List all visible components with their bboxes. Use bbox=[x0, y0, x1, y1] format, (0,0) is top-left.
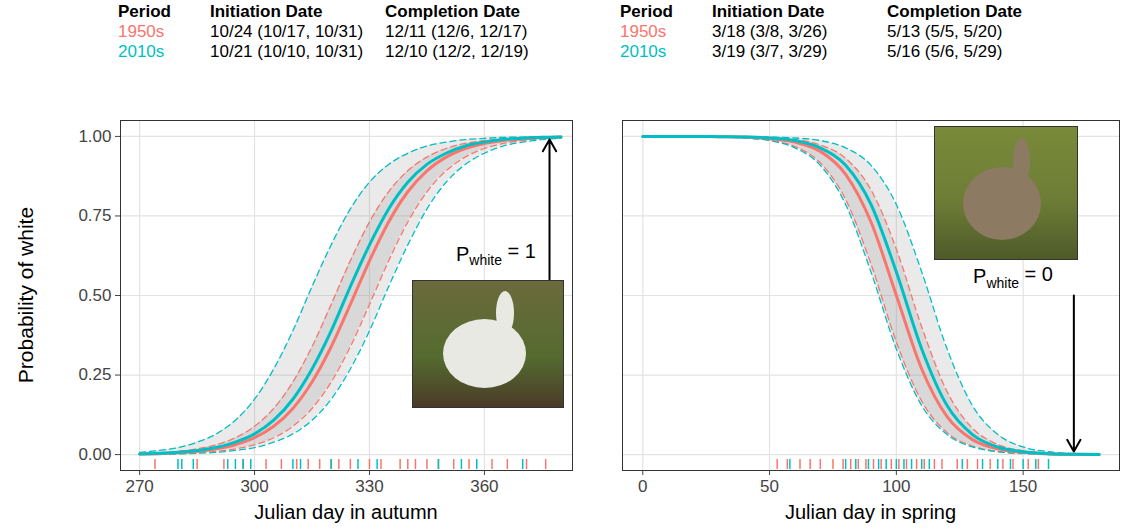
html-text:Probability of white: Probability of white bbox=[14, 206, 37, 384]
svg-text:300: 300 bbox=[240, 477, 268, 496]
svg-text:0.00: 0.00 bbox=[78, 445, 111, 464]
html-text:10/21 (10/10, 10/31): 10/21 (10/10, 10/31) bbox=[210, 42, 364, 61]
html-text:1950s: 1950s bbox=[620, 22, 667, 41]
html-text:2010s: 2010s bbox=[118, 42, 165, 61]
html-text:Completion Date: Completion Date bbox=[385, 2, 521, 21]
svg-text:270: 270 bbox=[125, 477, 153, 496]
html-text:2010s: 2010s bbox=[620, 42, 667, 61]
svg-text:0.25: 0.25 bbox=[78, 365, 111, 384]
svg-text:Pwhite = 1: Pwhite = 1 bbox=[456, 240, 536, 268]
html-text:Initiation Date: Initiation Date bbox=[712, 2, 825, 21]
html-text:Completion Date: Completion Date bbox=[887, 2, 1023, 21]
html-text:Initiation Date: Initiation Date bbox=[210, 2, 323, 21]
svg-text:100: 100 bbox=[882, 477, 910, 496]
svg-text:360: 360 bbox=[470, 477, 498, 496]
svg-text:1.00: 1.00 bbox=[78, 127, 111, 146]
svg-text:330: 330 bbox=[355, 477, 383, 496]
html-text:10/24 (10/17, 10/31): 10/24 (10/17, 10/31) bbox=[210, 22, 364, 41]
svg-text:0.50: 0.50 bbox=[78, 286, 111, 305]
svg-text:Pwhite = 0: Pwhite = 0 bbox=[973, 263, 1053, 291]
html-text:12/11 (12/6, 12/17): 12/11 (12/6, 12/17) bbox=[385, 22, 528, 41]
html-text:3/18 (3/8, 3/26): 3/18 (3/8, 3/26) bbox=[712, 22, 828, 41]
svg-text:150: 150 bbox=[1009, 477, 1037, 496]
html-text:3/19 (3/7, 3/29): 3/19 (3/7, 3/29) bbox=[712, 42, 828, 61]
html-text:5/13 (5/5, 5/20): 5/13 (5/5, 5/20) bbox=[887, 22, 1003, 41]
svg-text:0.75: 0.75 bbox=[78, 206, 111, 225]
html-text:Julian day in autumn: Julian day in autumn bbox=[254, 501, 438, 523]
html-text:Julian day in spring: Julian day in spring bbox=[784, 501, 957, 523]
html-text:Period: Period bbox=[620, 2, 673, 21]
html-text:12/10 (12/2, 12/19): 12/10 (12/2, 12/19) bbox=[385, 42, 529, 61]
html-text:5/16 (5/6, 5/29): 5/16 (5/6, 5/29) bbox=[887, 42, 1003, 61]
html-text:1950s: 1950s bbox=[118, 22, 165, 41]
svg-text:50: 50 bbox=[760, 477, 779, 496]
html-text:Period: Period bbox=[118, 2, 171, 21]
svg-text:0: 0 bbox=[638, 477, 647, 496]
